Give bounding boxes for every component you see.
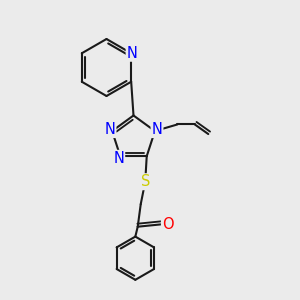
Text: N: N [127, 46, 137, 61]
Text: N: N [105, 122, 116, 137]
Text: N: N [113, 151, 124, 166]
Text: N: N [152, 122, 162, 137]
Text: O: O [162, 217, 173, 232]
Text: S: S [140, 174, 150, 189]
